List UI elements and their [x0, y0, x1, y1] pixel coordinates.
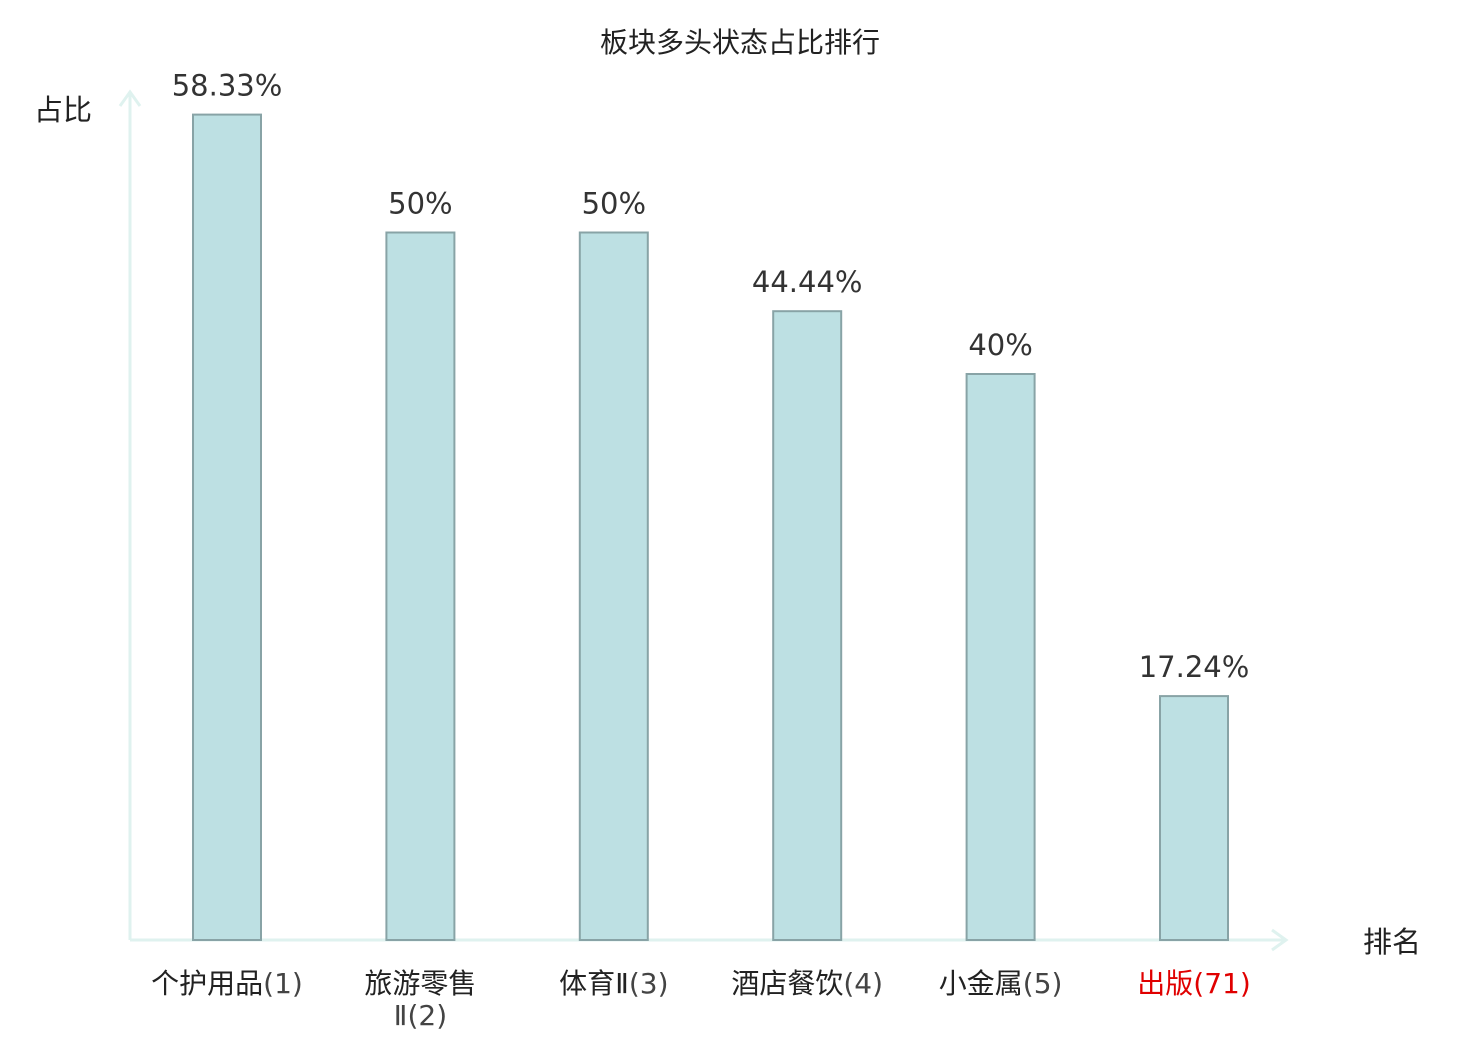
bar-5 [965, 373, 1036, 941]
bar-value-label: 44.44% [752, 265, 863, 299]
bar-2 [385, 231, 456, 941]
y-axis-arrow [118, 89, 142, 107]
bar-4 [772, 310, 843, 941]
bar-value-label: 40% [968, 328, 1032, 362]
bar-value-label: 58.33% [172, 69, 283, 103]
bar-series: 58.33% 个护用品(1) 50% 旅游零售 Ⅱ(2) 50% 体育Ⅱ(3) 44.44% 酒… [151, 69, 1251, 1032]
x-tick-label: 出版(71) [1137, 967, 1251, 1000]
x-tick-label: 小金属(5) [939, 967, 1063, 1000]
bar-3 [578, 231, 649, 941]
y-axis-label: 占比 [34, 93, 92, 127]
x-axis-label: 排名 [1363, 925, 1421, 959]
x-tick-label: 酒店餐饮(4) [731, 967, 883, 1000]
bar-1 [192, 113, 262, 942]
x-tick-label: 旅游零售 Ⅱ(2) [364, 967, 476, 1032]
bar-value-label: 50% [388, 187, 452, 221]
chart-title: 板块多头状态占比排行 [600, 26, 880, 59]
x-axis-arrow [1271, 928, 1289, 952]
bar-6 [1159, 695, 1229, 941]
x-tick-label: 个护用品(1) [151, 967, 303, 1000]
x-tick-label: 体育Ⅱ(3) [559, 967, 668, 1000]
bar-value-label: 17.24% [1139, 650, 1250, 684]
bar-value-label: 50% [582, 187, 646, 221]
